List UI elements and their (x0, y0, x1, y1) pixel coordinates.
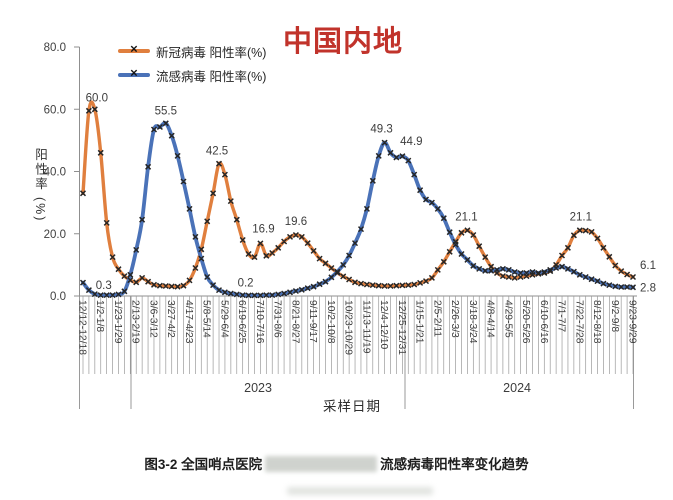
svg-text:3/18-3/24: 3/18-3/24 (467, 300, 478, 344)
svg-text:9/2-9/8: 9/2-9/8 (609, 300, 620, 332)
series-markers-1 (79, 120, 637, 299)
svg-text:1/15-1/21: 1/15-1/21 (414, 300, 425, 344)
chart-title: 中国内地 (283, 26, 404, 58)
svg-text:7/31-8/6: 7/31-8/6 (272, 300, 283, 338)
svg-text:2.8: 2.8 (640, 282, 656, 294)
svg-text:1/23-1/29: 1/23-1/29 (112, 300, 123, 344)
svg-text:0.0: 0.0 (50, 291, 66, 303)
svg-text:12/12-12/18: 12/12-12/18 (77, 300, 88, 355)
x-marker-icon: ✕ (129, 68, 139, 80)
svg-text:42.5: 42.5 (206, 146, 228, 158)
svg-text:6/19-6/25: 6/19-6/25 (236, 300, 247, 344)
series-markers-0 (79, 106, 637, 290)
data-labels: 60.0 0.3 55.5 42.5 16.9 0.2 19.6 49.3 44.9 21.1 21… (86, 92, 656, 294)
svg-text:12/25-12/31: 12/25-12/31 (396, 300, 407, 355)
svg-text:60.0: 60.0 (86, 92, 108, 104)
svg-text:4/8-4/14: 4/8-4/14 (485, 300, 496, 338)
svg-text:7/1-7/7: 7/1-7/7 (556, 300, 567, 332)
svg-text:12/4-12/10: 12/4-12/10 (378, 300, 389, 350)
series-line-0 (81, 100, 635, 289)
svg-text:3/6-3/12: 3/6-3/12 (147, 300, 158, 338)
chart-legend: ✕ 新冠病毒 阳性率(%) ✕ 流感病毒 阳性率(%) (118, 39, 266, 87)
svg-text:6/10-6/16: 6/10-6/16 (538, 300, 549, 344)
svg-text:6.1: 6.1 (640, 260, 656, 272)
caption-prefix: 图3-2 全国哨点医院 (144, 457, 263, 472)
svg-text:19.6: 19.6 (285, 216, 307, 228)
svg-text:0.3: 0.3 (96, 280, 112, 292)
legend-item-flu: ✕ 流感病毒 阳性率(%) (118, 63, 266, 87)
svg-text:5/20-5/26: 5/20-5/26 (520, 300, 531, 344)
svg-text:4/17-4/23: 4/17-4/23 (183, 300, 194, 344)
year-separator-lines (79, 296, 634, 409)
svg-text:0.2: 0.2 (238, 277, 254, 289)
svg-text:20.0: 20.0 (44, 229, 66, 241)
svg-text:16.9: 16.9 (252, 223, 274, 235)
svg-text:2024: 2024 (503, 381, 531, 395)
x-axis-title: 采样日期 (323, 399, 381, 414)
series-line-1 (81, 121, 635, 298)
svg-text:11/13-11/19: 11/13-11/19 (360, 300, 371, 354)
caption-suffix: 流感病毒阳性率变化趋势 (380, 457, 529, 472)
redaction-blur (265, 456, 378, 472)
legend-label-flu: 流感病毒 阳性率(%) (156, 69, 267, 84)
svg-text:7/10-7/16: 7/10-7/16 (254, 300, 265, 344)
flu-line-swatch (118, 73, 150, 77)
svg-text:9/11-9/17: 9/11-9/17 (307, 300, 318, 343)
year-labels: 2023 2024 (244, 381, 531, 395)
svg-text:21.1: 21.1 (570, 211, 592, 223)
svg-text:80.0: 80.0 (44, 42, 66, 54)
svg-text:60.0: 60.0 (44, 104, 66, 116)
redaction-blur-secondary (287, 487, 433, 495)
y-axis-title: 阳性率 (%) (33, 148, 47, 223)
axes (74, 46, 637, 297)
legend-label-covid: 新冠病毒 阳性率(%) (156, 45, 267, 60)
svg-text:5/29-6/4: 5/29-6/4 (218, 300, 229, 338)
svg-text:8/12-8/18: 8/12-8/18 (591, 300, 602, 344)
week-tick-lines (82, 296, 634, 374)
svg-text:2/26-3/3: 2/26-3/3 (449, 300, 460, 338)
chart-svg: 0.0 20.0 40.0 60.0 80.0 12/12-12/18 1/2-1/8 1/2… (44, 42, 656, 409)
x-tick-labels: 12/12-12/18 1/2-1/8 1/23-1/29 2/13-2/19 3/6-… (77, 300, 638, 355)
svg-text:49.3: 49.3 (370, 124, 392, 136)
y-tick-labels: 0.0 20.0 40.0 60.0 80.0 (44, 42, 66, 303)
svg-text:21.1: 21.1 (455, 211, 477, 223)
svg-text:55.5: 55.5 (155, 105, 177, 117)
svg-text:2/5-2/11: 2/5-2/11 (431, 300, 442, 337)
covid-legend-line-icon: ✕ (118, 45, 150, 57)
svg-text:5/8-5/14: 5/8-5/14 (201, 300, 212, 338)
figure-caption: 图3-2 全国哨点医院 流感病毒阳性率变化趋势 (0, 453, 673, 473)
svg-text:7/22-7/28: 7/22-7/28 (573, 300, 584, 344)
svg-text:40.0: 40.0 (44, 167, 66, 179)
legend-item-covid: ✕ 新冠病毒 阳性率(%) (118, 39, 266, 63)
svg-text:1/2-1/8: 1/2-1/8 (94, 300, 105, 332)
svg-text:8/21-8/27: 8/21-8/27 (289, 300, 300, 344)
svg-text:10/2-10/8: 10/2-10/8 (325, 300, 336, 344)
covid-line-swatch (118, 49, 150, 53)
svg-text:3/27-4/2: 3/27-4/2 (165, 300, 176, 338)
svg-text:2/13-2/19: 2/13-2/19 (130, 300, 141, 344)
flu-legend-line-icon: ✕ (118, 69, 150, 81)
svg-text:4/29-5/5: 4/29-5/5 (502, 300, 513, 338)
svg-text:44.9: 44.9 (400, 136, 422, 148)
svg-text:2023: 2023 (244, 381, 272, 395)
svg-text:9/23-9/29: 9/23-9/29 (627, 300, 638, 344)
svg-text:10/23-10/29: 10/23-10/29 (343, 300, 354, 355)
x-marker-icon: ✕ (129, 44, 139, 56)
